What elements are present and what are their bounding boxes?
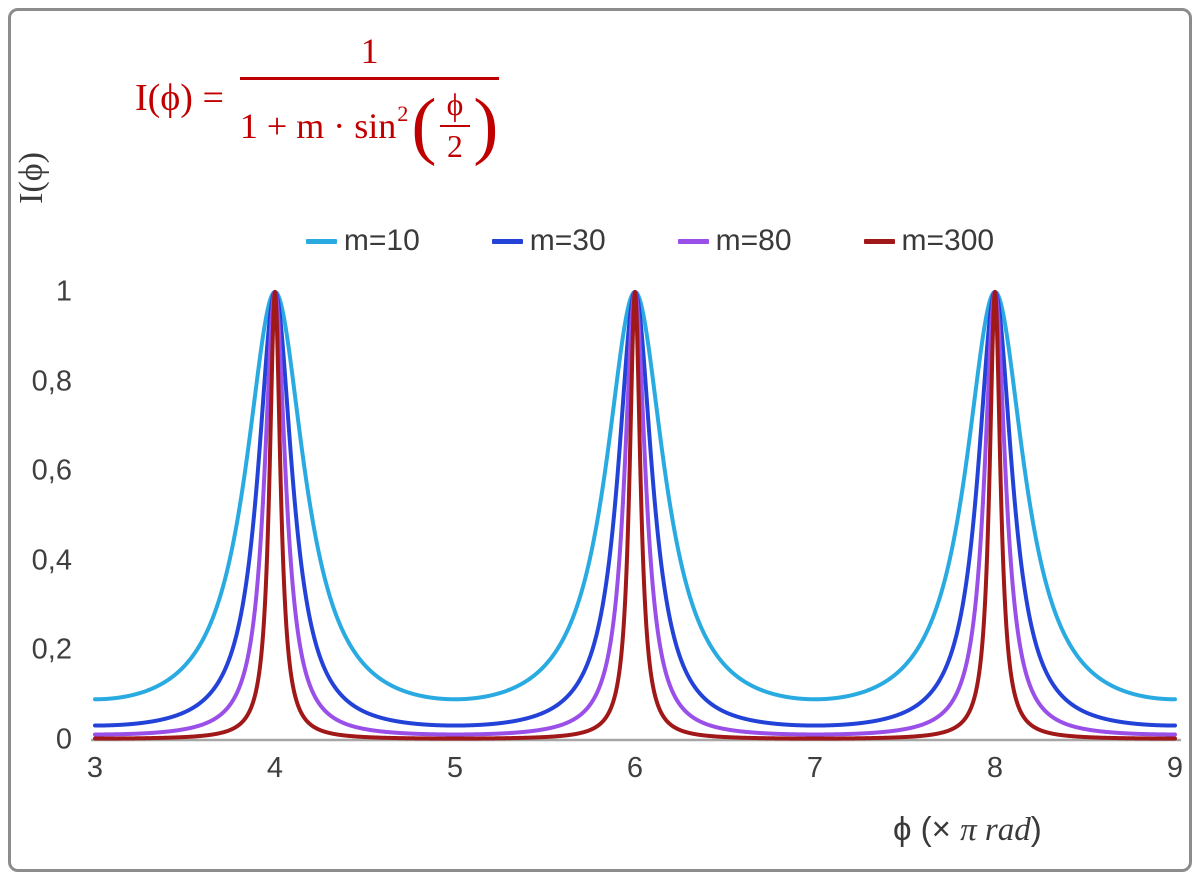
legend-item: m=80 (677, 224, 792, 258)
curve-m=80 (93, 290, 1177, 737)
legend-label: m=30 (529, 224, 606, 257)
y-axis-tick-labels: 0 0,2 0,4 0,6 0,8 1 (0, 0, 76, 880)
formula: I(ϕ) = 1 1 + m · sin 2 ( ϕ 2 ) (135, 30, 500, 167)
inner-numerator: ϕ (439, 87, 471, 127)
formula-denominator: 1 + m · sin 2 ( ϕ 2 ) (239, 83, 499, 167)
y-tick-label: 0 (55, 723, 72, 756)
legend-line-swatch (677, 238, 709, 244)
legend-label: m=300 (901, 224, 995, 257)
legend-label: m=10 (343, 224, 420, 257)
formula-numerator: 1 (239, 30, 500, 80)
legend-item: m=30 (491, 224, 606, 258)
x-axis-title-phi: ϕ (× (893, 810, 961, 847)
legend-line-swatch (305, 238, 337, 244)
open-paren: ( (411, 83, 437, 167)
x-axis-title-close: ) (1030, 810, 1042, 847)
legend-item: m=300 (863, 224, 995, 258)
y-tick-label: 0,4 (31, 544, 72, 577)
y-tick-label: 0,6 (31, 454, 72, 487)
x-tick-label: 5 (446, 752, 464, 784)
y-tick-label: 0,8 (31, 365, 72, 398)
x-axis-tick-labels: 3 4 5 6 7 8 9 (0, 752, 1200, 792)
x-tick-label: 4 (266, 752, 284, 784)
x-tick-label: 8 (986, 752, 1004, 784)
x-tick-label: 9 (1166, 752, 1184, 784)
y-tick-label: 0,2 (31, 633, 72, 666)
x-axis-title: ϕ (× π rad) (893, 810, 1042, 849)
close-paren: ) (473, 83, 499, 167)
legend: m=10 m=30 m=80 m=300 (100, 224, 1200, 258)
legend-line-swatch (491, 238, 523, 244)
formula-lhs: I(ϕ) = (135, 76, 224, 119)
legend-label: m=80 (715, 224, 792, 257)
x-axis-title-unit: π rad (960, 812, 1031, 848)
curve-m=300 (93, 290, 1177, 741)
formula-denominator-text: 1 + m · sin (239, 106, 397, 146)
y-axis-title: I(ϕ) (13, 152, 50, 204)
inner-denominator: 2 (446, 129, 463, 164)
formula-fraction: 1 1 + m · sin 2 ( ϕ 2 ) (239, 30, 500, 167)
y-tick-label: 1 (55, 275, 72, 308)
x-tick-label: 3 (86, 752, 104, 784)
legend-item: m=10 (305, 224, 420, 258)
legend-line-swatch (863, 238, 895, 244)
curve-m=30 (93, 290, 1177, 728)
inner-fraction: ϕ 2 (439, 87, 471, 165)
x-tick-label: 6 (626, 752, 644, 784)
x-tick-label: 7 (806, 752, 824, 784)
